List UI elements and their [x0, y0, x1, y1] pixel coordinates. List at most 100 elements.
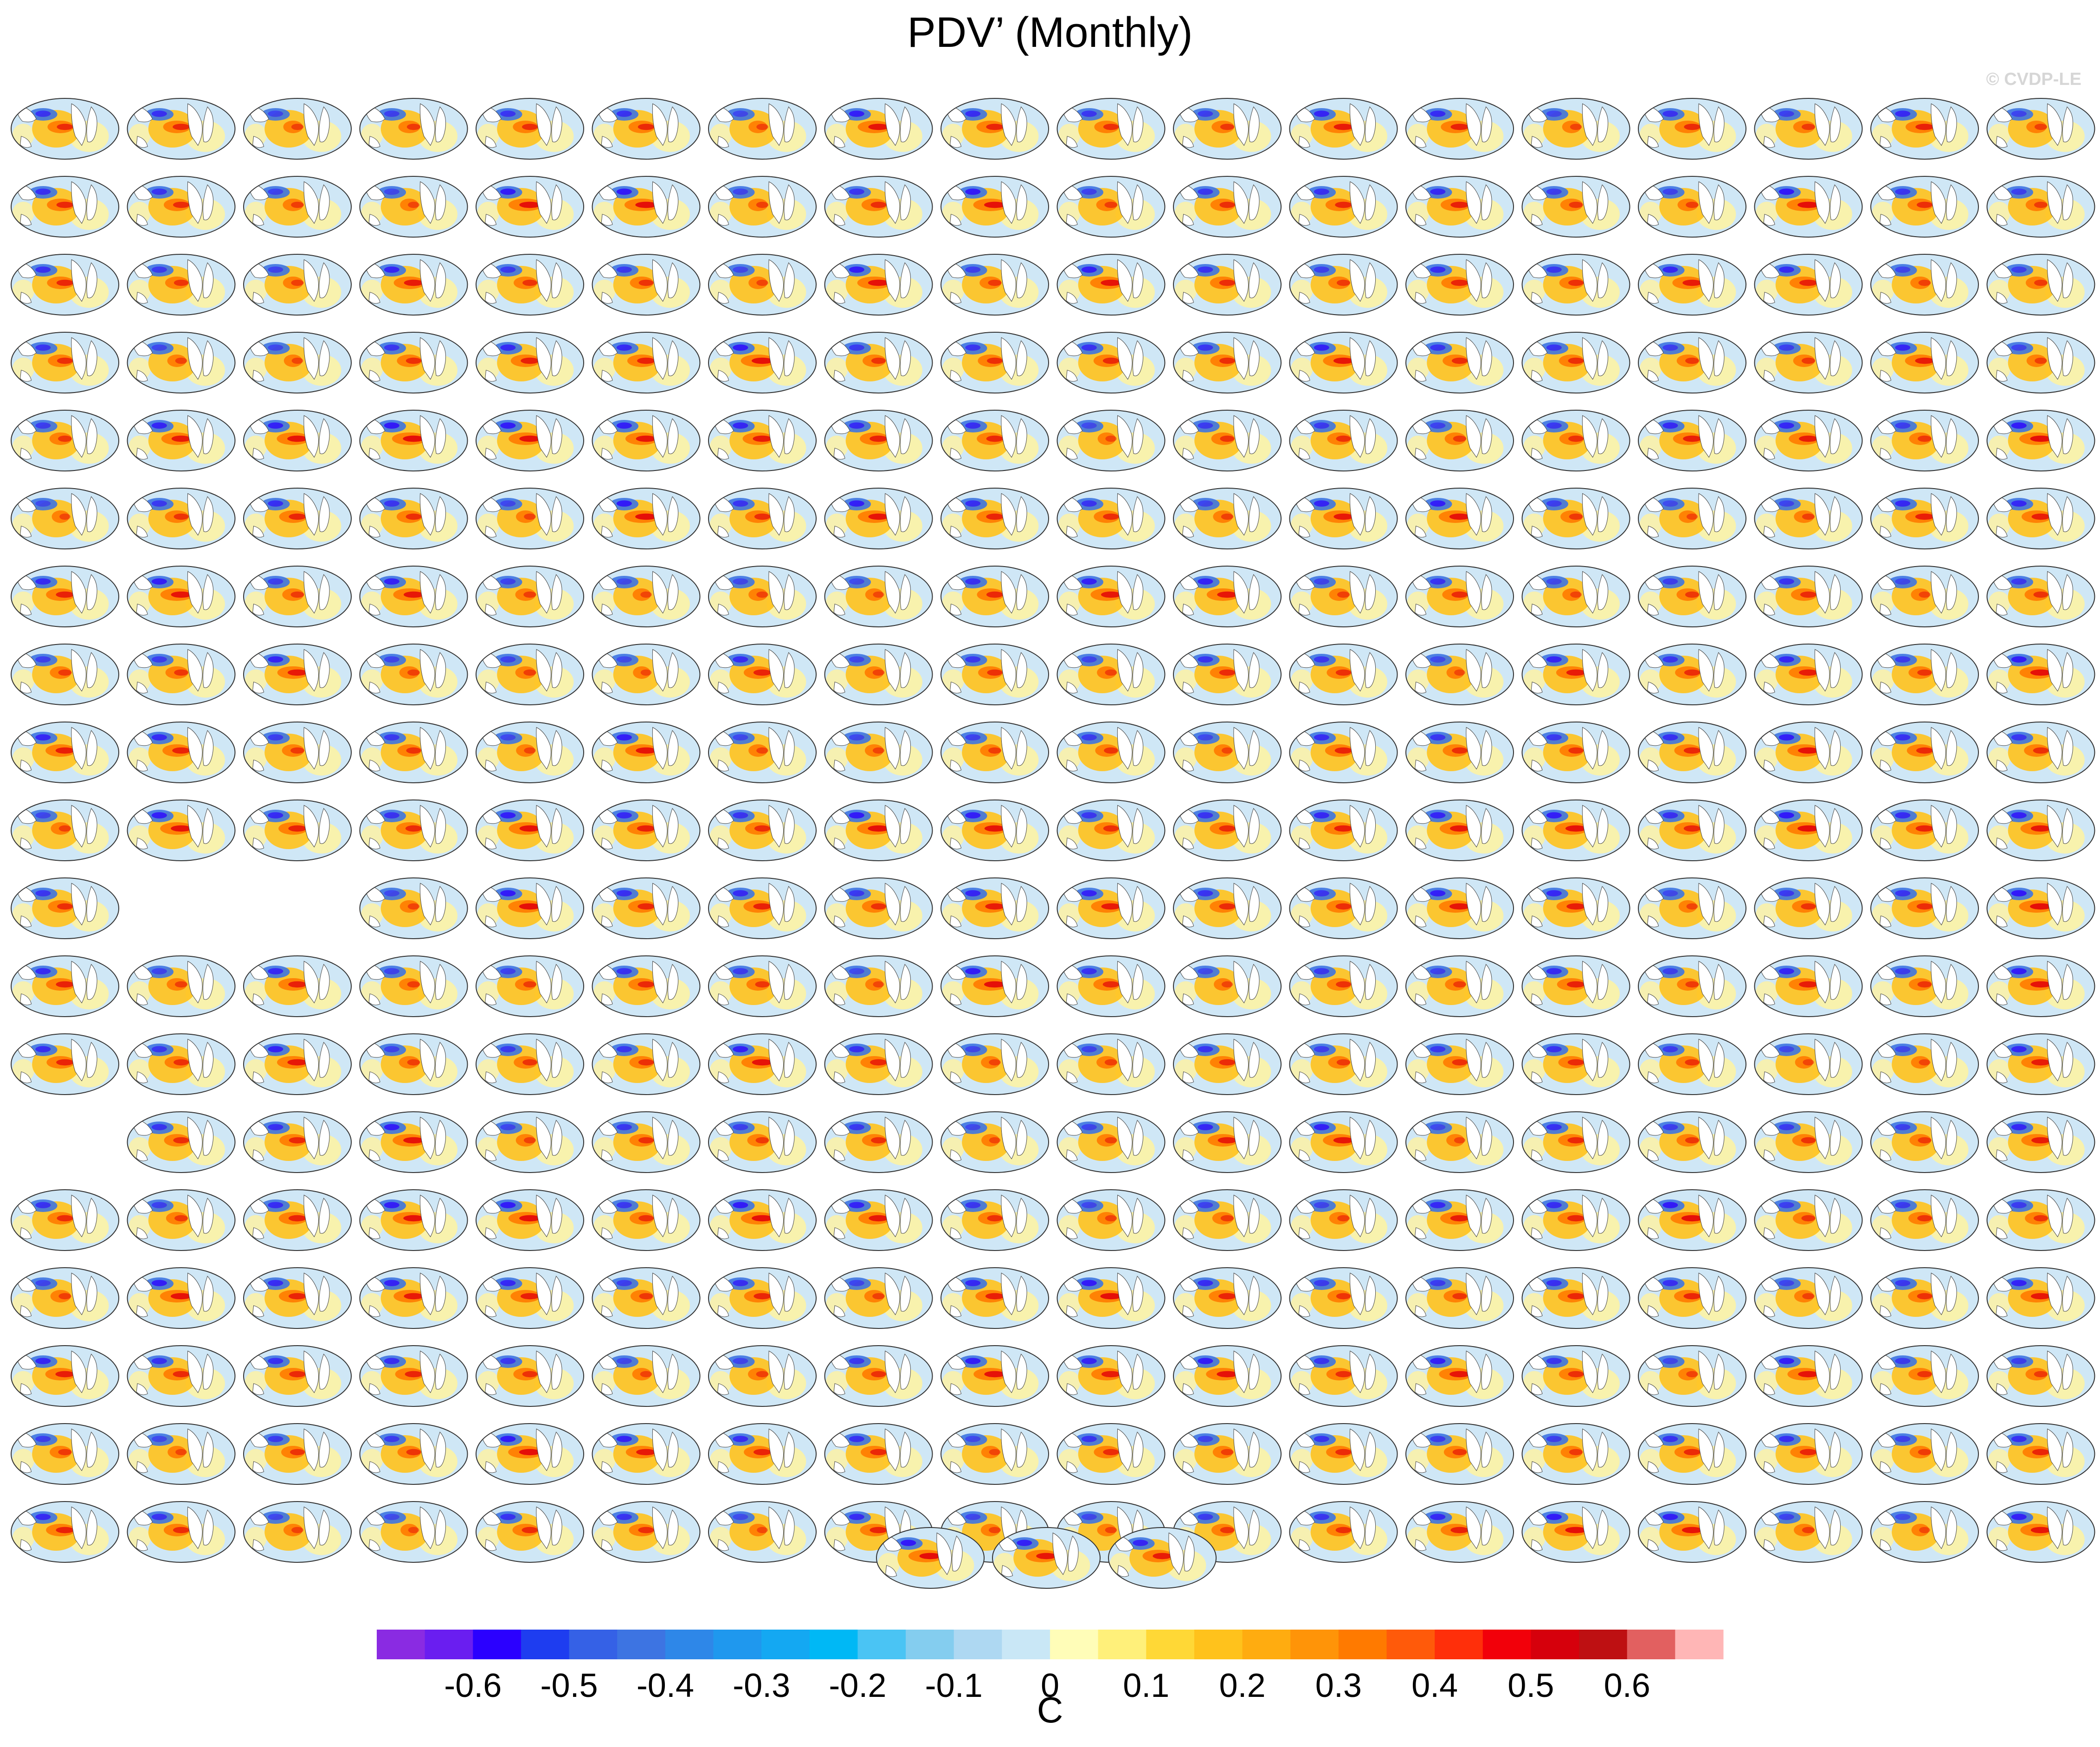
map-panel [243, 1111, 352, 1173]
map-panel [127, 176, 236, 238]
map-panel [1056, 799, 1166, 861]
map-panel [476, 1189, 584, 1251]
map-panel [940, 799, 1049, 861]
map-panel [708, 1033, 817, 1095]
map-panel [1056, 722, 1166, 783]
map-panel [1754, 1267, 1863, 1329]
map-panel [592, 1423, 701, 1485]
map-panel [1173, 176, 1282, 238]
map-panel [1056, 488, 1166, 549]
map-panel [708, 410, 817, 471]
map-panel [1986, 1111, 2095, 1173]
map-panel [1173, 98, 1282, 160]
map-panel [1638, 955, 1746, 1017]
map-panel [1638, 98, 1746, 160]
map-panel [1173, 1423, 1282, 1485]
map-panel [824, 332, 933, 393]
map-panel [824, 254, 933, 316]
map-panel [1056, 644, 1166, 705]
map-panel [359, 644, 468, 705]
map-panel [592, 176, 701, 238]
map-panel [1173, 566, 1282, 627]
map-panel [824, 1111, 933, 1173]
map-panel [1521, 799, 1630, 861]
map-panel [11, 176, 119, 238]
map-panel [1405, 1189, 1514, 1251]
map-panel [1638, 332, 1746, 393]
map-panel [1056, 176, 1166, 238]
map-panel [1289, 1033, 1398, 1095]
map-panel [592, 566, 701, 627]
map-panel [1289, 644, 1398, 705]
map-panel [1986, 877, 2095, 939]
map-panel [824, 410, 933, 471]
map-panel [1638, 877, 1746, 939]
map-panel [1289, 254, 1398, 316]
map-panel [11, 1423, 119, 1485]
map-panel [1521, 1111, 1630, 1173]
map-panel [940, 98, 1049, 160]
map-panel [243, 799, 352, 861]
map-panel [824, 176, 933, 238]
map-panel [243, 332, 352, 393]
map-panel [1521, 1501, 1630, 1563]
watermark: © CVDP-LE [1986, 70, 2081, 89]
map-panel [243, 254, 352, 316]
map-panel [592, 877, 701, 939]
map-panel [1289, 722, 1398, 783]
map-panel [708, 332, 817, 393]
map-panel [940, 644, 1049, 705]
map-panel [1754, 98, 1863, 160]
map-panel [1986, 955, 2095, 1017]
map-panel [11, 799, 119, 861]
map-panel [243, 1423, 352, 1485]
map-panel [476, 332, 584, 393]
map-panel [876, 1527, 985, 1589]
map-panel [1521, 1423, 1630, 1485]
map-panel [476, 488, 584, 549]
map-panel [11, 254, 119, 316]
map-panel [1521, 254, 1630, 316]
map-panel [1405, 955, 1514, 1017]
map-panel [11, 1267, 119, 1329]
map-panel [243, 644, 352, 705]
map-panel [1521, 176, 1630, 238]
map-panel [1289, 98, 1398, 160]
map-panel [1870, 1111, 1979, 1173]
map-panel [1638, 1111, 1746, 1173]
map-panel [243, 1033, 352, 1095]
map-panel [1521, 877, 1630, 939]
map-panel [1986, 488, 2095, 549]
map-panel [940, 488, 1049, 549]
map-panel [940, 1423, 1049, 1485]
map-panel [359, 1189, 468, 1251]
map-panel [1986, 1189, 2095, 1251]
map-panel [1754, 799, 1863, 861]
map-panel [1754, 176, 1863, 238]
map-panel [824, 877, 933, 939]
map-panel [11, 955, 119, 1017]
map-panel [940, 254, 1049, 316]
map-panel [1870, 877, 1979, 939]
map-panel [1405, 1423, 1514, 1485]
map-panel [243, 566, 352, 627]
map-panel [359, 1501, 468, 1563]
map-panel [127, 332, 236, 393]
map-panel [1289, 1189, 1398, 1251]
map-panel [1405, 1501, 1514, 1563]
map-panel [359, 955, 468, 1017]
map-panel [127, 1033, 236, 1095]
map-panel [592, 410, 701, 471]
map-panel [1056, 332, 1166, 393]
map-panel [824, 1033, 933, 1095]
map-panel [1870, 799, 1979, 861]
map-panel [592, 722, 701, 783]
map-panel [940, 722, 1049, 783]
map-panel [476, 410, 584, 471]
map-panel [1638, 1033, 1746, 1095]
map-panel [476, 1033, 584, 1095]
map-panel [708, 1345, 817, 1407]
map-panel [243, 955, 352, 1017]
map-panel [1405, 877, 1514, 939]
map-panel [1754, 1501, 1863, 1563]
